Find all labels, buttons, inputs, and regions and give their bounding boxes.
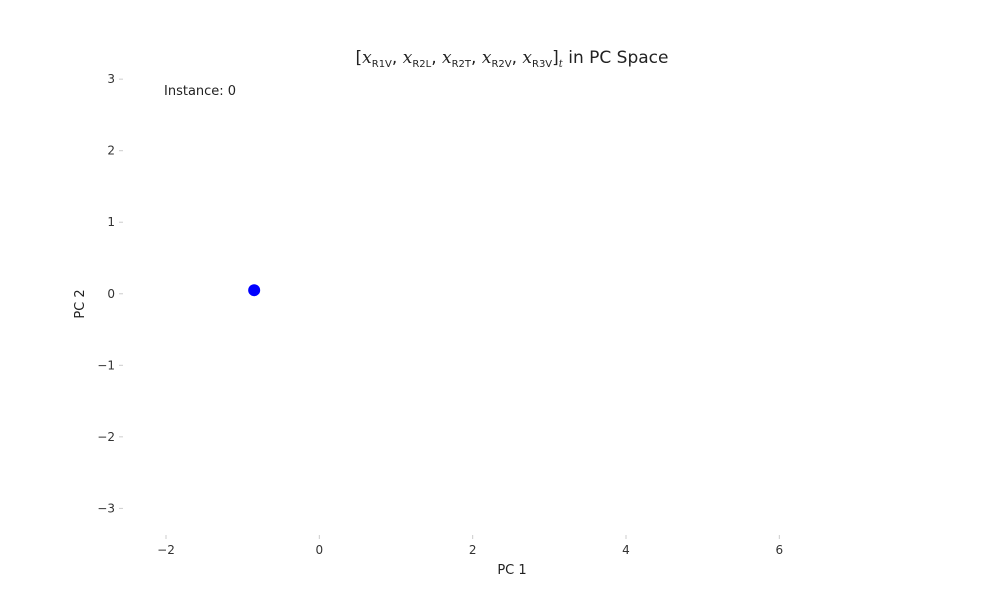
x-tick-label: 2 bbox=[469, 543, 477, 557]
y-axis: 3 2 1 0 −1 −2 −3 bbox=[97, 72, 123, 515]
scatter-points bbox=[248, 284, 261, 297]
x-tick-label: 0 bbox=[316, 543, 324, 557]
x-tick-label: −2 bbox=[157, 543, 175, 557]
y-tick-label: 2 bbox=[107, 144, 115, 158]
x-tick-label: 6 bbox=[776, 543, 784, 557]
y-tick-label: −3 bbox=[97, 501, 115, 515]
x-axis-label: PC 1 bbox=[497, 563, 526, 578]
x-axis: −2 0 2 4 6 bbox=[157, 535, 783, 557]
instance-annotation: Instance: 0 bbox=[164, 84, 236, 99]
y-tick-label: −2 bbox=[97, 430, 115, 444]
y-tick-label: 3 bbox=[107, 72, 115, 86]
y-axis-label: PC 2 bbox=[73, 289, 88, 318]
chart-title: [xR1V, xR2L, xR2T, xR2V, xR3V]t in PC Sp… bbox=[356, 48, 669, 70]
data-point bbox=[248, 284, 261, 297]
y-tick-label: 1 bbox=[107, 215, 115, 229]
x-tick-label: 4 bbox=[622, 543, 630, 557]
y-tick-label: 0 bbox=[107, 287, 115, 301]
y-tick-label: −1 bbox=[97, 358, 115, 372]
